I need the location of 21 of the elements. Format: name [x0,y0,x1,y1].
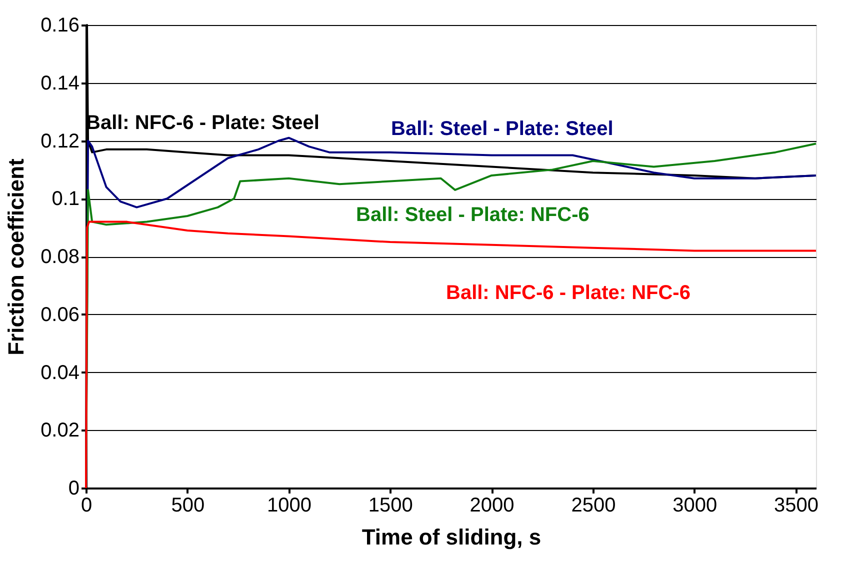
y-axis-title: Friction coefficient [4,158,29,356]
y-tick-label: 0 [68,478,80,500]
x-tick-label: 1000 [267,494,312,516]
y-tick-label: 0.06 [40,304,80,326]
y-tick-label: 0.16 [40,14,80,36]
x-tick-label: 3000 [672,494,718,516]
y-tick-label: 0.14 [40,72,80,94]
x-tick-label: 500 [171,494,205,516]
series-label: Ball: Steel - Plate: NFC-6 [356,204,590,226]
series-label: Ball: Steel - Plate: Steel [391,118,614,140]
x-tick-label: 3500 [774,494,818,516]
x-tick-label: 1500 [368,494,413,516]
y-tick-label: 0.02 [40,420,80,442]
y-tick-label: 0.1 [52,188,80,210]
x-axis-title: Time of sliding, s [362,524,542,550]
y-tick-label: 0.08 [40,246,80,268]
y-tick-label: 0.12 [40,130,80,152]
x-tick-label: 2000 [470,494,514,516]
series-label: Ball: NFC-6 - Plate: NFC-6 [446,282,690,304]
y-tick-label: 0.04 [40,362,80,384]
x-tick-label: 2500 [571,494,616,516]
